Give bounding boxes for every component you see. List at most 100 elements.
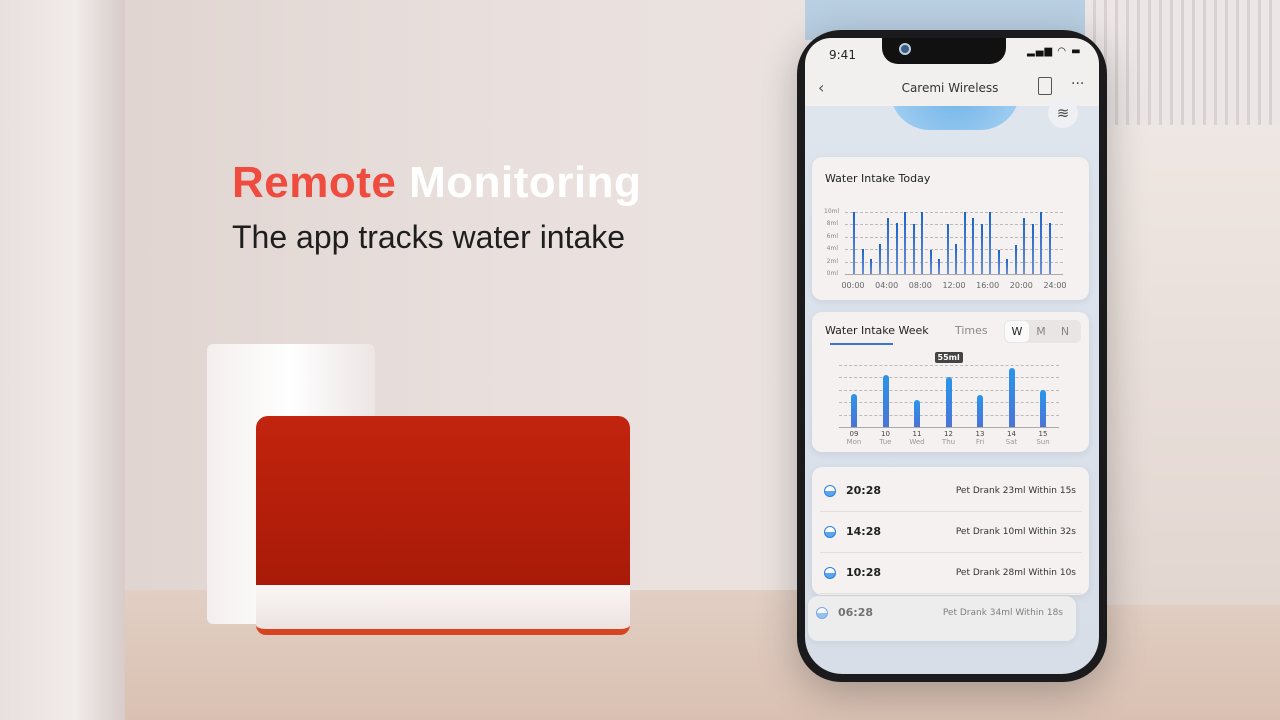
week-bar[interactable] bbox=[882, 374, 889, 427]
today-bar bbox=[963, 212, 966, 274]
water-drop-icon bbox=[816, 607, 828, 619]
divider bbox=[820, 593, 1082, 594]
today-bar bbox=[929, 250, 932, 274]
status-time: 9:41 bbox=[829, 48, 856, 62]
records-card-overflow bbox=[808, 596, 1076, 641]
today-bar bbox=[870, 259, 873, 274]
status-icons: ▂▄▆ ◠ ▬ bbox=[1027, 46, 1082, 57]
record-time: 14:28 bbox=[846, 525, 882, 538]
today-bar bbox=[861, 249, 864, 274]
y-tick-label: 4ml bbox=[826, 245, 838, 253]
fountain-base bbox=[256, 585, 630, 635]
today-bar bbox=[1049, 223, 1051, 274]
week-weekday-label: Tue bbox=[879, 438, 892, 446]
today-bar bbox=[904, 212, 907, 274]
fountain-body bbox=[256, 416, 630, 588]
bar-tooltip: 55ml bbox=[934, 352, 963, 363]
gridline bbox=[845, 224, 1063, 226]
x-tick-label: 12:00 bbox=[942, 281, 966, 290]
today-bar bbox=[1023, 218, 1026, 274]
today-bar bbox=[989, 212, 992, 274]
record-time: 10:28 bbox=[846, 566, 882, 579]
gridline bbox=[845, 236, 1063, 238]
x-tick-label: 16:00 bbox=[976, 281, 1000, 290]
week-bar[interactable] bbox=[977, 395, 983, 427]
record-text: Pet Drank 23ml Within 15s bbox=[955, 486, 1076, 496]
today-bar bbox=[980, 224, 983, 274]
water-drop-icon bbox=[824, 485, 836, 497]
today-bar bbox=[997, 250, 1000, 274]
x-tick-label: 20:00 bbox=[1009, 281, 1033, 290]
today-bar bbox=[1014, 245, 1017, 274]
gridline bbox=[845, 249, 1063, 251]
period-segmented-control: W M N bbox=[1004, 320, 1081, 343]
more-icon[interactable]: ··· bbox=[1071, 76, 1085, 92]
nav-title: Caremi Wireless bbox=[901, 81, 999, 95]
today-bar bbox=[946, 224, 949, 274]
week-weekday-label: Thu bbox=[941, 438, 956, 446]
today-bar bbox=[887, 218, 890, 274]
today-card bbox=[812, 157, 1089, 300]
today-bar bbox=[878, 244, 881, 274]
today-bar bbox=[895, 223, 898, 274]
segment-n[interactable]: N bbox=[1060, 325, 1070, 338]
week-day-label: 09 bbox=[849, 430, 859, 438]
background-blinds bbox=[1085, 0, 1280, 140]
week-bar[interactable] bbox=[945, 376, 952, 427]
y-tick-label: 0ml bbox=[826, 270, 838, 277]
records-card bbox=[812, 467, 1089, 595]
gridline bbox=[845, 274, 1063, 275]
week-day-label: 13 bbox=[975, 430, 985, 438]
today-bar bbox=[1040, 212, 1043, 274]
week-day-label: 15 bbox=[1038, 430, 1048, 438]
document-clock-icon[interactable] bbox=[1038, 77, 1052, 95]
gridline bbox=[839, 364, 1059, 366]
week-day-label: 10 bbox=[881, 430, 890, 438]
x-tick-label: 24:00 bbox=[1043, 281, 1067, 290]
week-chart: 09 Mon 10 Tue 11 Wed 12 Thu 55ml 13 Fri 1… bbox=[836, 352, 1062, 450]
record-time: 06:28 bbox=[838, 606, 874, 619]
today-bar bbox=[938, 259, 941, 274]
x-tick-label: 00:00 bbox=[841, 281, 865, 290]
water-level-icon[interactable]: ≋ bbox=[1048, 98, 1078, 128]
y-tick-label: 2ml bbox=[826, 257, 838, 265]
record-text: Pet Drank 28ml Within 10s bbox=[955, 568, 1076, 578]
camera bbox=[899, 43, 911, 55]
record-row[interactable]: 14:28 Pet Drank 10ml Within 32s bbox=[824, 525, 1076, 541]
today-bar bbox=[955, 244, 958, 274]
week-bar[interactable] bbox=[1040, 390, 1046, 427]
today-bar bbox=[1031, 224, 1034, 274]
subheadline: The app tracks water intake bbox=[232, 219, 626, 255]
record-time: 20:28 bbox=[846, 484, 882, 497]
record-row[interactable]: 20:28 Pet Drank 23ml Within 15s bbox=[824, 484, 1076, 500]
y-tick-label: 8ml bbox=[826, 220, 838, 228]
week-weekday-label: Sat bbox=[1005, 438, 1018, 446]
week-weekday-label: Sun bbox=[1036, 438, 1050, 446]
gridline bbox=[845, 261, 1063, 263]
divider bbox=[820, 511, 1082, 512]
week-day-label: 14 bbox=[1007, 430, 1016, 438]
today-bar bbox=[853, 212, 855, 274]
gridline bbox=[845, 212, 1063, 213]
week-bar[interactable] bbox=[1008, 368, 1015, 427]
x-tick-label: 08:00 bbox=[908, 281, 932, 290]
week-day-label: 12 bbox=[944, 430, 953, 438]
tab-times[interactable]: Times bbox=[955, 324, 988, 337]
week-weekday-label: Fri bbox=[975, 438, 985, 446]
y-tick-label: 10ml bbox=[824, 208, 840, 215]
segment-w[interactable]: W bbox=[1005, 321, 1029, 342]
week-weekday-label: Wed bbox=[909, 438, 925, 446]
tab-underline bbox=[830, 343, 893, 345]
record-row[interactable]: 10:28 Pet Drank 28ml Within 10s bbox=[824, 566, 1076, 582]
divider bbox=[820, 552, 1082, 553]
record-row[interactable]: 06:28 Pet Drank 34ml Within 18s bbox=[816, 606, 1063, 622]
gridline bbox=[839, 427, 1059, 428]
today-bar bbox=[972, 218, 975, 274]
tab-water-intake-week[interactable]: Water Intake Week bbox=[825, 324, 929, 337]
segment-m[interactable]: M bbox=[1036, 325, 1046, 338]
today-bar bbox=[912, 224, 915, 274]
week-bar[interactable] bbox=[851, 394, 857, 427]
today-chart: 0ml 2ml 4ml 6ml 8ml 10ml 00:00 04:00 08:00… bbox=[820, 200, 1080, 295]
back-button[interactable]: ‹ bbox=[818, 78, 825, 97]
week-bar[interactable] bbox=[914, 399, 920, 427]
